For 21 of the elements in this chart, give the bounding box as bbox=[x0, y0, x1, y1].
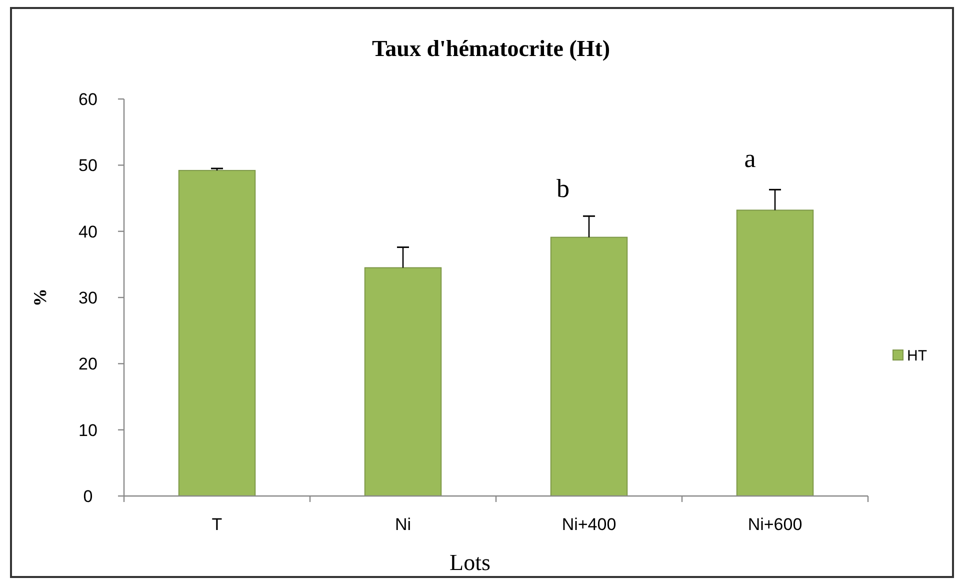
y-tick-label: 0 bbox=[83, 486, 93, 506]
annotation: a bbox=[744, 144, 756, 173]
y-tick-label: 30 bbox=[78, 288, 98, 308]
legend-label: HT bbox=[907, 347, 927, 364]
x-axis-title: Lots bbox=[450, 550, 490, 575]
x-tick-label: T bbox=[212, 515, 222, 534]
y-tick-label: 40 bbox=[78, 222, 98, 242]
x-tick-label: Ni bbox=[394, 515, 412, 534]
bar bbox=[178, 170, 256, 496]
bar bbox=[736, 210, 814, 496]
bar bbox=[550, 236, 628, 496]
y-tick-label: 50 bbox=[78, 156, 98, 176]
chart-title: Taux d'hématocrite (Ht) bbox=[372, 36, 610, 61]
y-tick-label: 20 bbox=[78, 354, 98, 374]
bar bbox=[364, 267, 442, 496]
annotation: b bbox=[556, 174, 570, 203]
y-tick-label: 10 bbox=[78, 420, 98, 440]
y-axis-title: % bbox=[30, 288, 50, 306]
x-tick-label: Ni+400 bbox=[562, 515, 616, 534]
x-tick-label: Ni+600 bbox=[748, 515, 802, 534]
y-tick-label: 60 bbox=[78, 90, 98, 109]
